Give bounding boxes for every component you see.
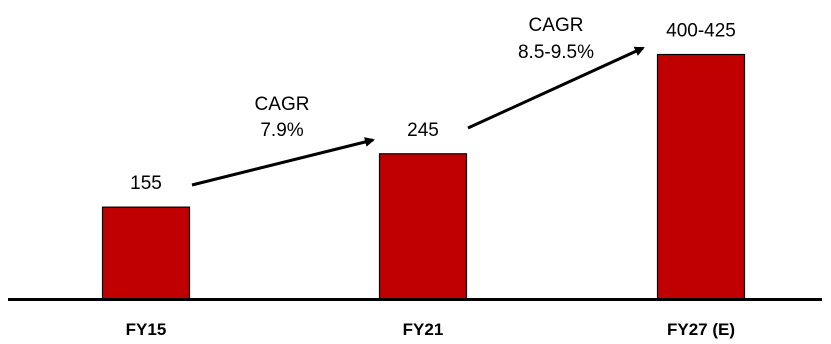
category-label: FY27 (E) xyxy=(667,320,735,339)
cagr-arrow xyxy=(191,137,375,187)
cagr-value: 8.5-9.5% xyxy=(518,42,594,63)
value-labels-layer: 155 245 400-425 xyxy=(130,21,736,195)
cagr-label: CAGR xyxy=(255,94,310,115)
bar-fy21 xyxy=(378,153,468,300)
category-labels-layer: FY15 FY21 FY27 (E) xyxy=(126,320,735,339)
bars-layer xyxy=(101,53,746,300)
cagr-annotations-layer: CAGR 7.9% CAGR 8.5-9.5% xyxy=(191,15,645,187)
bar-fy27-e xyxy=(656,53,746,300)
value-label: 245 xyxy=(407,120,439,141)
value-label: 155 xyxy=(130,173,162,194)
bar-fy15 xyxy=(101,206,191,300)
cagr-value: 7.9% xyxy=(260,120,303,141)
cagr-label: CAGR xyxy=(529,15,584,36)
cagr-arrow xyxy=(467,46,645,130)
category-label: FY21 xyxy=(403,320,444,339)
value-label: 400-425 xyxy=(666,21,736,42)
category-label: FY15 xyxy=(126,320,167,339)
